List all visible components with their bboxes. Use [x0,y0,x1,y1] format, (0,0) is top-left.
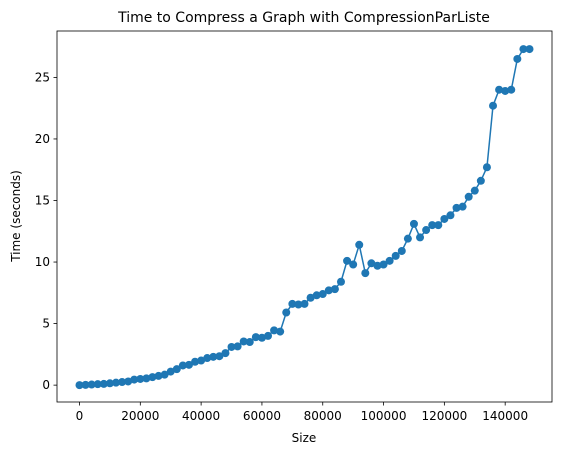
marker [239,337,248,346]
marker [482,163,491,172]
marker [343,256,352,265]
marker [130,375,139,384]
marker [276,327,285,336]
marker [324,286,333,295]
marker [124,377,133,386]
y-tick-label: 0 [42,378,50,392]
marker [184,360,193,369]
marker [288,299,297,308]
axes-frame [56,30,553,403]
marker [440,214,449,223]
marker [257,333,266,342]
marker [367,259,376,268]
marker [172,365,181,374]
marker [318,290,327,299]
marker [470,186,479,195]
marker [136,374,145,383]
y-tick-label: 10 [35,255,50,269]
marker [391,251,400,260]
marker [446,211,455,220]
marker [105,379,114,388]
marker [93,380,102,389]
marker [312,291,321,300]
x-tick-label: 80000 [304,409,342,423]
marker [160,370,169,379]
marker [373,261,382,270]
marker [294,300,303,309]
line [79,48,530,386]
x-tick-label: 100000 [361,409,407,423]
marker [166,367,175,376]
marker [458,202,467,211]
marker [403,234,412,243]
marker [349,260,358,269]
marker [452,203,461,212]
x-tick-label: 60000 [243,409,281,423]
x-tick-label: 120000 [421,409,467,423]
marker [221,349,230,358]
marker [251,333,260,342]
marker [264,331,273,340]
marker [361,269,370,278]
y-tick-label: 25 [35,70,50,84]
marker [148,373,157,382]
marker [464,192,473,201]
marker [525,45,534,54]
x-tick-label: 40000 [182,409,220,423]
marker [501,86,510,95]
marker [428,221,437,230]
marker [197,356,206,365]
marker [385,256,394,265]
x-tick-label: 20000 [121,409,159,423]
marker [75,381,84,390]
marker [203,354,212,363]
marker [209,352,218,361]
marker [142,374,151,383]
marker [397,246,406,255]
marker [409,219,418,228]
marker [330,285,339,294]
marker [99,379,108,388]
y-tick-label: 20 [35,132,50,146]
marker [422,226,431,235]
marker [489,101,498,110]
marker [434,221,443,230]
y-axis-label: Time (seconds) [9,170,23,263]
y-tick-label: 15 [35,193,50,207]
marker [111,378,120,387]
x-axis-label: Size [292,431,317,445]
marker [191,357,200,366]
marker [519,45,528,54]
marker [87,380,96,389]
marker [355,240,364,249]
marker [300,299,309,308]
x-tick-label: 0 [76,409,84,423]
marker [513,54,522,63]
marker [379,260,388,269]
marker [336,277,345,286]
marker [306,293,315,302]
y-tick-label: 5 [42,317,50,331]
chart-title: Time to Compress a Graph with Compressio… [117,10,490,26]
marker [178,361,187,370]
marker [233,342,242,351]
marker [118,378,127,387]
marker [270,326,279,335]
x-tick-label: 140000 [482,409,528,423]
marker [495,85,504,94]
marker [416,233,425,242]
marker [81,380,90,389]
marker [507,85,516,94]
marker [476,176,485,185]
marker [245,338,254,347]
marker [227,342,236,351]
marker [215,352,224,361]
marker [154,371,163,380]
marker [282,308,291,317]
